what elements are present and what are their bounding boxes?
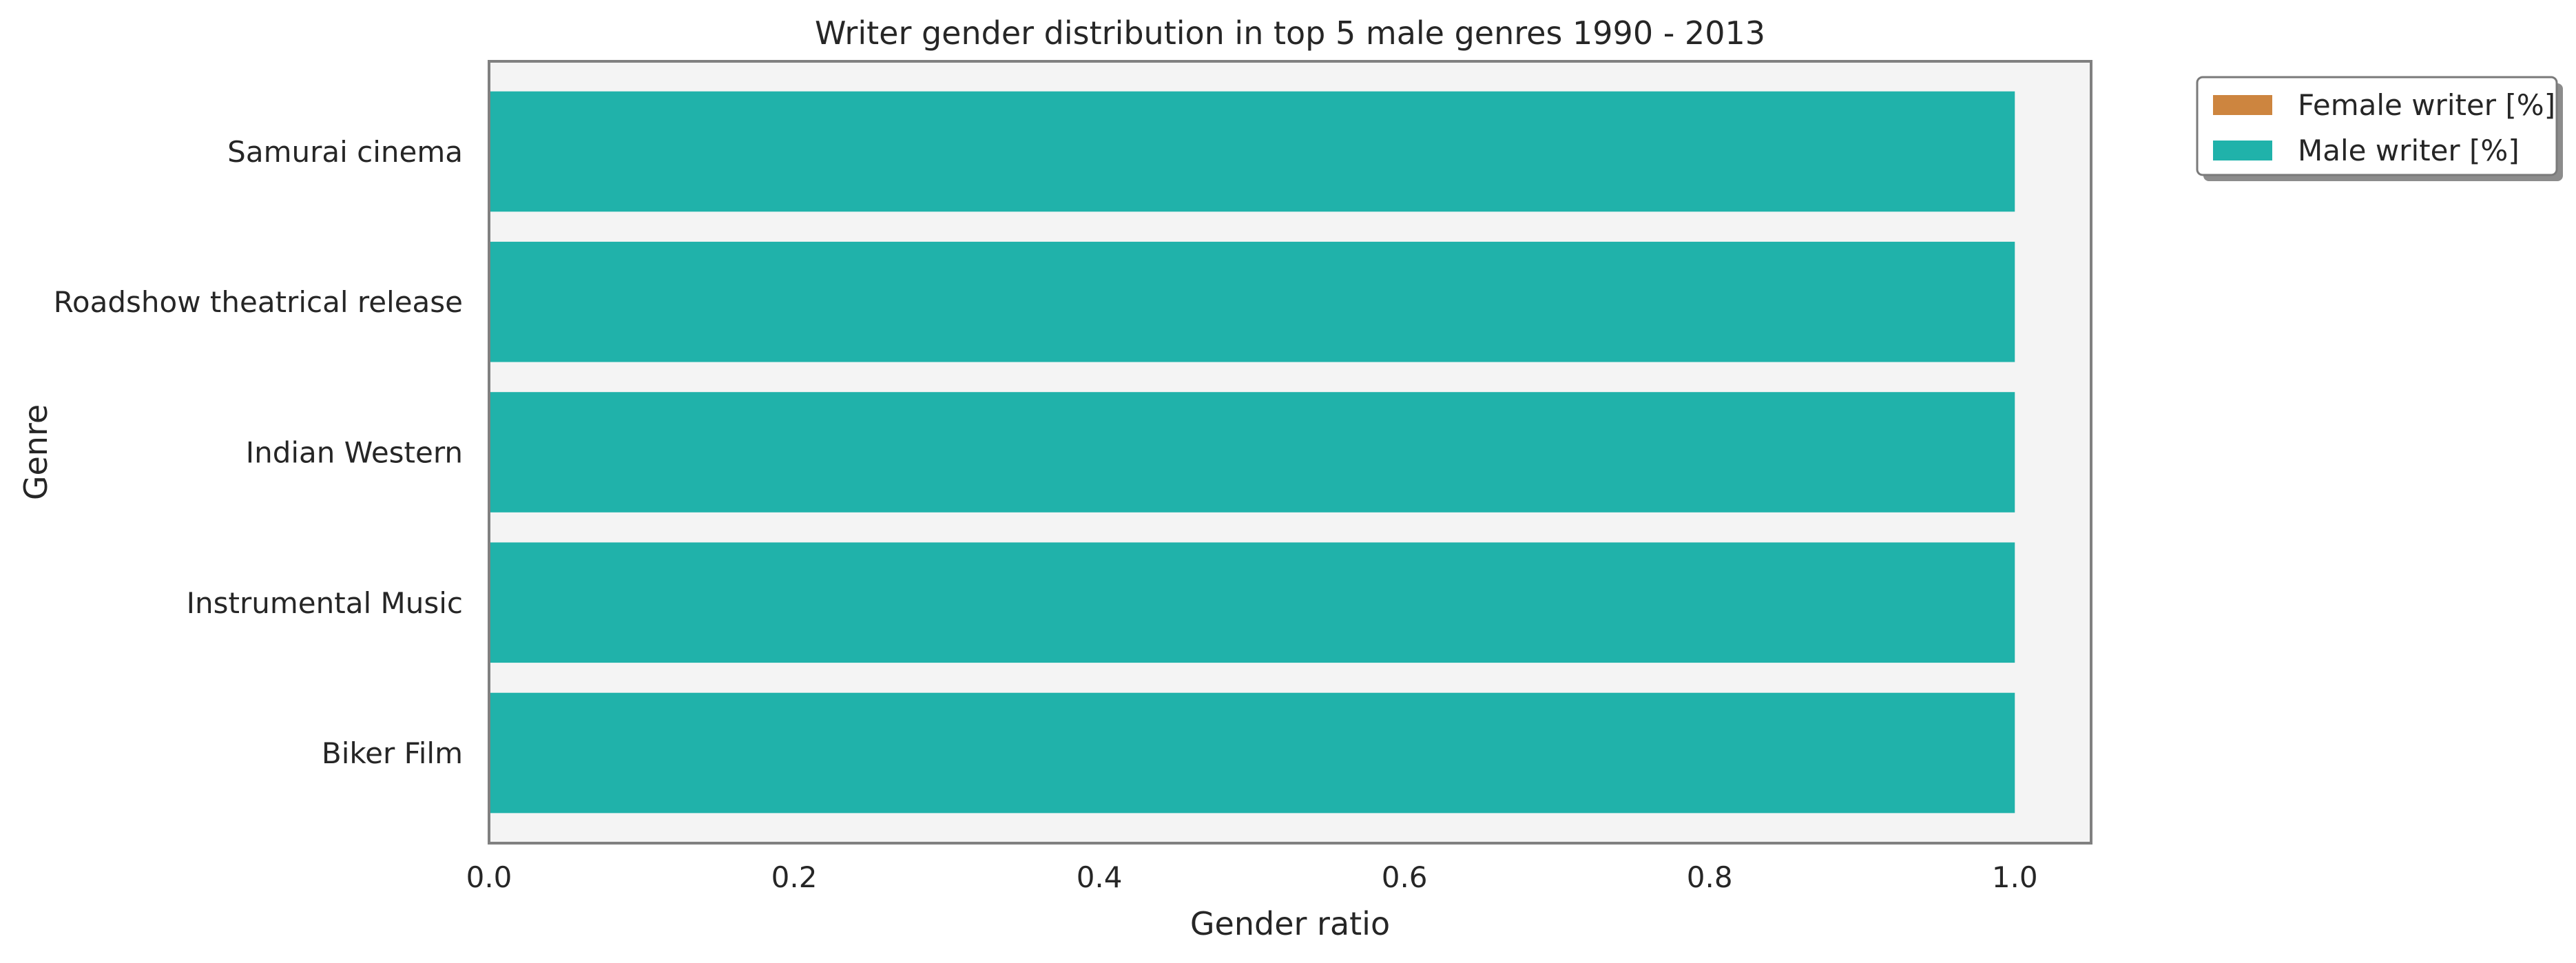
legend-label-female: Female writer [%] [2298, 88, 2555, 122]
legend-label-male: Male writer [%] [2298, 134, 2520, 167]
x-tick-label: 0.6 [1382, 860, 1428, 894]
y-axis-label: Genre [17, 404, 54, 500]
y-tick-label: Biker Film [322, 736, 463, 770]
y-tick-label: Samurai cinema [227, 135, 463, 169]
bar-male-5 [489, 692, 2015, 814]
y-tick-label: Indian Western [246, 436, 463, 470]
chart-title: Writer gender distribution in top 5 male… [815, 14, 1765, 52]
x-tick-label: 0.2 [771, 860, 818, 894]
bar-male-1 [489, 91, 2015, 212]
legend-swatch-female [2213, 95, 2272, 115]
plot-frame [488, 60, 2092, 845]
x-tick-label: 0.0 [466, 860, 512, 894]
x-tick-label: 0.4 [1077, 860, 1123, 894]
x-tick-label: 0.8 [1687, 860, 1733, 894]
x-axis-ticks: 0.0 0.2 0.4 0.6 0.8 1.0 [466, 860, 2038, 894]
x-tick-label: 1.0 [1992, 860, 2038, 894]
bar-male-3 [489, 392, 2015, 512]
legend-box [2196, 76, 2558, 176]
x-axis-label: Gender ratio [1190, 905, 1390, 942]
bar-male-4 [489, 542, 2015, 663]
y-axis-ticks: Samurai cinema Roadshow theatrical releas… [54, 135, 463, 770]
y-tick-label: Roadshow theatrical release [54, 285, 463, 319]
bar-male-2 [489, 241, 2015, 362]
legend-swatch-male [2213, 141, 2272, 160]
y-tick-label: Instrumental Music [187, 586, 463, 620]
legend-items: Female writer [%] Male writer [%] [2213, 88, 2555, 167]
legend: Female writer [%] Male writer [%] [2196, 76, 2563, 181]
bars-layer [489, 91, 2015, 814]
